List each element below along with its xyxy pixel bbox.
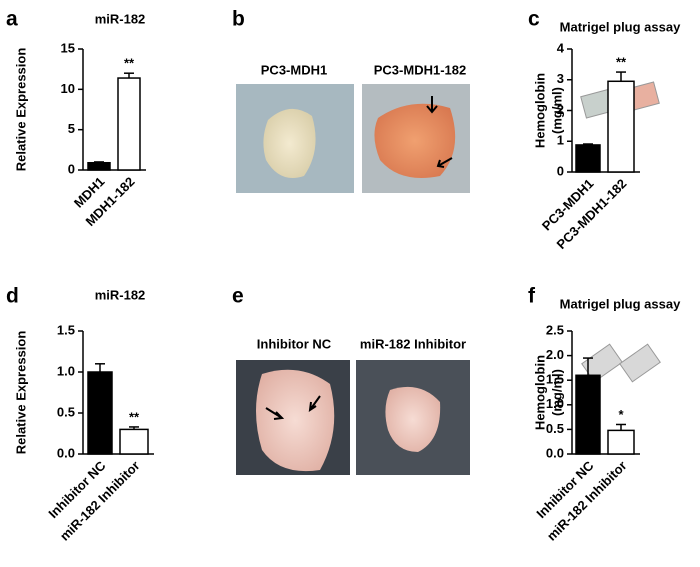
y-tick-label: 0 bbox=[557, 163, 564, 178]
panel-label: f bbox=[528, 285, 536, 308]
photo-label: Inhibitor NC bbox=[257, 336, 332, 351]
photo-label: miR-182 Inhibitor bbox=[360, 336, 466, 351]
significance: ** bbox=[616, 55, 627, 70]
y-tick-label: 10 bbox=[61, 81, 75, 96]
tissue bbox=[256, 369, 335, 472]
bar bbox=[575, 144, 601, 173]
tissue bbox=[385, 386, 441, 452]
y-tick-label: 1.0 bbox=[57, 363, 75, 378]
y-tick-label: 2 bbox=[557, 102, 564, 117]
tissue bbox=[374, 103, 456, 178]
chart-title: Matrigel plug assay bbox=[560, 19, 681, 34]
bar bbox=[117, 77, 141, 171]
bar bbox=[607, 429, 635, 455]
y-tick-label: 0 bbox=[68, 161, 75, 176]
y-tick-label: 1 bbox=[557, 133, 564, 148]
inset-photo bbox=[619, 343, 661, 383]
bar bbox=[119, 428, 149, 455]
y-tick-label: 0.5 bbox=[57, 404, 75, 419]
y-tick-label: 1.5 bbox=[546, 372, 564, 387]
y-tick-label: 2.5 bbox=[546, 322, 564, 337]
y-tick-label: 2.0 bbox=[546, 347, 564, 362]
y-tick-label: 15 bbox=[61, 40, 75, 55]
y-axis-label: Hemoglobin bbox=[532, 355, 547, 430]
bar bbox=[87, 371, 113, 455]
chart-title: miR-182 bbox=[95, 11, 146, 26]
arrow bbox=[265, 395, 321, 420]
y-axis-label: (mg/ml) bbox=[549, 87, 564, 134]
chart-title: Matrigel plug assay bbox=[560, 296, 681, 311]
y-axis-label: Relative Expression bbox=[13, 331, 28, 455]
bar bbox=[87, 161, 111, 171]
significance: ** bbox=[124, 56, 135, 71]
y-tick-label: 0.0 bbox=[57, 445, 75, 460]
panel-label: d bbox=[6, 285, 19, 308]
arrow bbox=[436, 157, 453, 168]
panel-label: a bbox=[6, 8, 18, 31]
y-axis-label: (mg/ml) bbox=[549, 369, 564, 416]
y-tick-label: 4 bbox=[557, 40, 565, 55]
y-tick-label: 0.0 bbox=[546, 445, 564, 460]
chart-title: miR-182 bbox=[95, 287, 146, 302]
photo-label: PC3-MDH1-182 bbox=[374, 62, 466, 77]
photo-label: PC3-MDH1 bbox=[261, 62, 327, 77]
significance: ** bbox=[129, 409, 140, 424]
panel-label: b bbox=[232, 8, 245, 31]
y-axis-label: Relative Expression bbox=[13, 48, 28, 172]
y-tick-label: 1.0 bbox=[546, 396, 564, 411]
arrow bbox=[426, 96, 438, 114]
panel-label: c bbox=[528, 8, 540, 31]
bar bbox=[607, 80, 635, 173]
bar bbox=[575, 374, 601, 455]
panel-label: e bbox=[232, 285, 244, 308]
tissue bbox=[263, 108, 316, 178]
y-tick-label: 0.5 bbox=[546, 421, 564, 436]
y-tick-label: 1.5 bbox=[57, 322, 75, 337]
y-tick-label: 5 bbox=[68, 121, 75, 136]
significance: * bbox=[618, 407, 624, 422]
y-axis-label: Hemoglobin bbox=[532, 73, 547, 148]
y-tick-label: 3 bbox=[557, 71, 564, 86]
